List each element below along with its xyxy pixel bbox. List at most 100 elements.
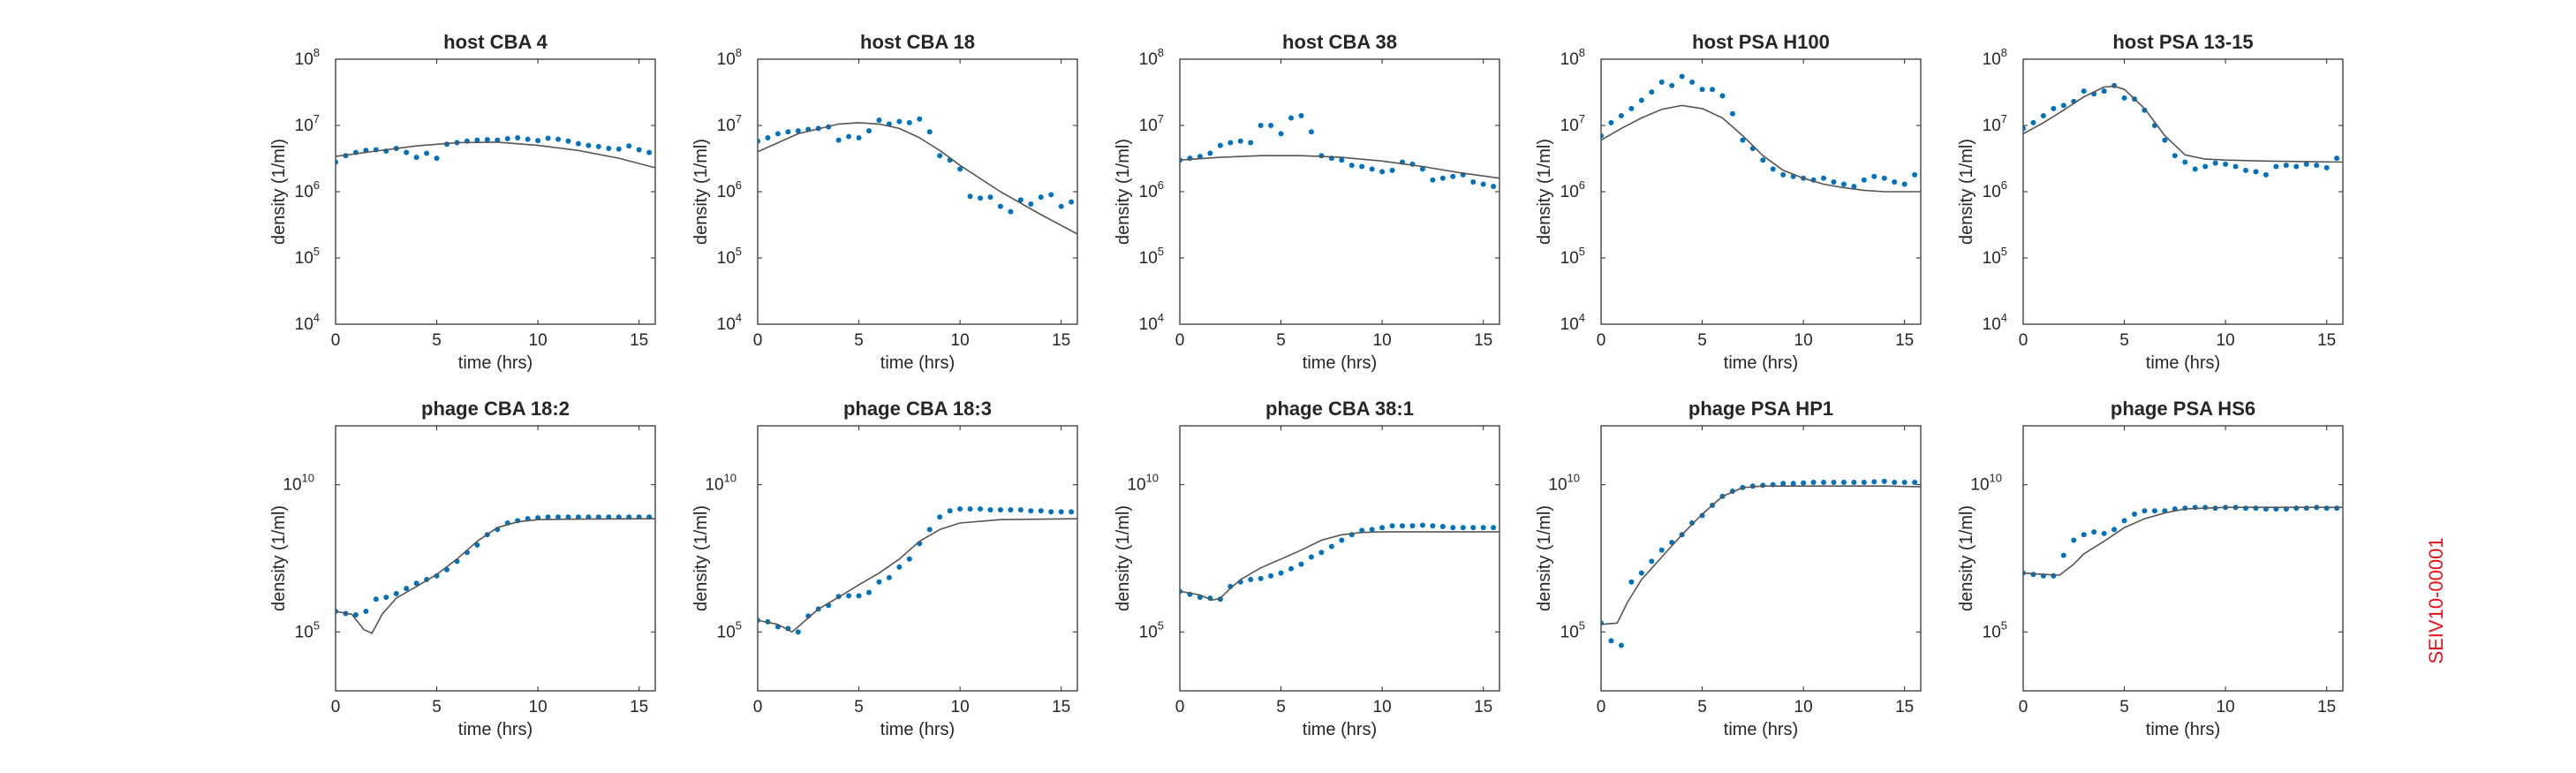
data-point <box>866 128 873 134</box>
data-point <box>1460 525 1466 531</box>
y-tick-label: 104 <box>295 311 320 334</box>
y-tick-label: 104 <box>1560 311 1585 334</box>
data-point <box>404 149 410 155</box>
y-tick-label: 105 <box>1983 245 2007 268</box>
data-point <box>1430 177 1436 183</box>
x-tick-label: 0 <box>331 698 341 716</box>
x-tick-label: 5 <box>1276 698 1286 716</box>
data-point <box>937 514 943 520</box>
y-tick-exponent: 4 <box>1579 311 1585 324</box>
data-point <box>1197 154 1203 160</box>
data-point <box>1038 508 1044 514</box>
data-point <box>2040 113 2046 119</box>
y-tick-label: 107 <box>1139 112 1164 135</box>
data-point <box>336 159 338 165</box>
x-tick-label: 10 <box>1373 698 1392 716</box>
data-point <box>1840 181 1847 187</box>
axes-box <box>2022 425 2344 692</box>
y-tick-exponent: 8 <box>736 46 742 59</box>
y-tick-label: 105 <box>717 618 742 641</box>
x-axis-label: time (hrs) <box>1724 720 1798 739</box>
y-tick-exponent: 6 <box>1579 178 1585 192</box>
data-point <box>2314 163 2320 169</box>
y-tick-exponent: 6 <box>1158 178 1164 192</box>
data-point <box>1069 509 1075 515</box>
data-point <box>2081 532 2087 538</box>
y-tick-label: 105 <box>295 618 320 641</box>
y-tick-exponent: 5 <box>1579 245 1585 258</box>
data-point <box>535 138 541 144</box>
data-point <box>774 131 781 137</box>
y-axis-label: density (1/ml) <box>269 505 289 611</box>
data-point <box>1618 113 1624 119</box>
data-point <box>352 612 359 618</box>
data-point <box>856 135 862 141</box>
data-point <box>1450 173 1456 179</box>
data-point <box>896 564 903 570</box>
y-tick-exponent: 5 <box>1579 618 1585 632</box>
data-point <box>1770 166 1776 172</box>
data-point <box>565 514 571 520</box>
y-tick-label: 108 <box>1560 46 1585 69</box>
data-point <box>2051 572 2057 579</box>
data-point <box>1298 561 1304 567</box>
data-point <box>1339 537 1345 543</box>
data-point <box>2091 529 2097 535</box>
data-point <box>1649 558 1655 565</box>
data-point <box>1601 133 1604 139</box>
data-point <box>1618 642 1624 648</box>
y-axis-label: density (1/ml) <box>1114 505 1133 611</box>
y-tick-exponent: 5 <box>1158 245 1164 258</box>
y-tick-label: 105 <box>1139 245 1164 268</box>
watermark: SEIV10-00001 <box>2425 537 2447 663</box>
data-point <box>856 593 862 599</box>
data-point <box>1658 80 1665 86</box>
chart-panel: host PSA 13-15 0 5 10 15 104 105 106 107 108 time … <box>1957 31 2344 373</box>
data-point <box>575 140 581 147</box>
data-point <box>1912 171 1918 178</box>
data-point <box>758 138 760 144</box>
model-curve <box>336 518 655 634</box>
data-point <box>987 194 993 201</box>
data-point <box>2121 518 2127 524</box>
x-tick-label: 10 <box>2217 698 2235 716</box>
data-point <box>835 137 842 143</box>
data-point <box>2142 107 2148 113</box>
data-point <box>1821 480 1827 486</box>
data-point <box>515 135 521 141</box>
data-point <box>926 129 933 135</box>
y-tick-exponent: 8 <box>2001 46 2007 59</box>
x-tick-label: 10 <box>2217 331 2235 350</box>
data-point <box>2243 505 2249 512</box>
data-point <box>1892 480 1898 486</box>
data-point <box>2030 119 2036 125</box>
x-tick-label: 10 <box>951 698 970 716</box>
chart-panel: host CBA 18 0 5 10 15 104 105 106 107 108 time (hr… <box>691 31 1078 373</box>
y-tick-exponent: 5 <box>314 618 320 632</box>
data-point <box>1638 570 1644 576</box>
y-tick-label: 1010 <box>283 472 314 495</box>
y-tick-exponent: 7 <box>314 112 320 125</box>
data-point <box>1379 525 1386 531</box>
data-point <box>866 589 873 595</box>
y-tick-label: 1010 <box>1970 472 2002 495</box>
data-point <box>1912 480 1918 486</box>
y-tick-label: 104 <box>1139 311 1164 334</box>
x-axis-label: time (hrs) <box>2146 720 2220 739</box>
data-point <box>1861 480 1867 486</box>
data-point <box>1389 523 1395 529</box>
data-point <box>474 137 480 143</box>
data-point <box>2151 508 2157 514</box>
data-point <box>1901 480 1907 486</box>
data-point <box>1217 142 1223 148</box>
data-point <box>2111 527 2118 533</box>
data-point <box>2172 153 2178 159</box>
data-point <box>795 128 801 134</box>
data-point <box>555 514 562 520</box>
x-tick-label: 0 <box>1597 331 1606 350</box>
data-point <box>616 146 622 152</box>
data-point <box>413 580 419 587</box>
data-point <box>1851 184 1857 190</box>
axes-box <box>1600 58 1922 325</box>
data-point <box>2293 505 2300 512</box>
